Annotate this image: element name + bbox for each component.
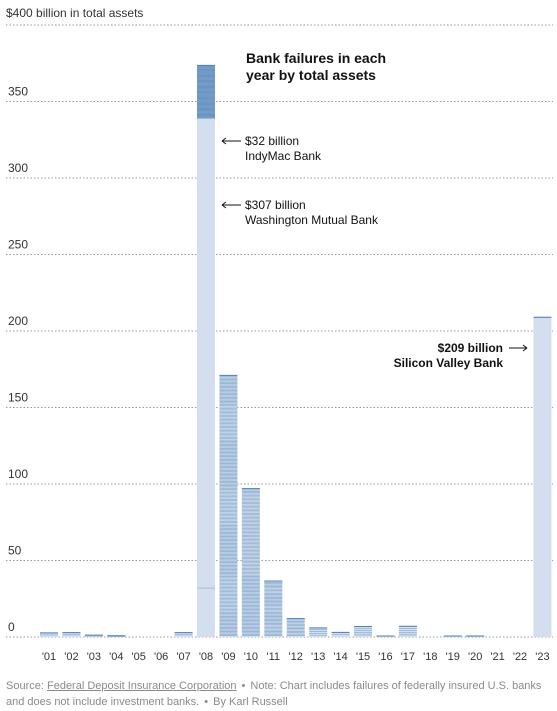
bar-fill <box>533 317 552 637</box>
bar-08 <box>197 64 216 638</box>
bar-fill <box>309 627 328 637</box>
x-tick-label: '05 <box>132 651 146 663</box>
chart-title: Bank failures in each year by total asse… <box>246 50 390 83</box>
x-tick-label: '19 <box>446 651 460 663</box>
bar-14 <box>331 631 350 637</box>
x-tick-label: '15 <box>356 651 370 663</box>
separator-dot: • <box>204 696 209 708</box>
x-tick-labels: '01 '02 '03 '04 '05 '06 '07 '08 '09 '10 '11 '12 '13 '… <box>42 651 550 663</box>
source-note: Source: Federal Deposit Insurance Corpor… <box>6 678 551 710</box>
y-tick-label: 350 <box>8 85 28 99</box>
y-tick-label: 0 <box>8 620 15 634</box>
x-tick-label: '16 <box>378 651 392 663</box>
bar-19 <box>443 635 462 637</box>
x-tick-label: '13 <box>311 651 325 663</box>
x-tick-label: '18 <box>423 651 437 663</box>
x-tick-label: '21 <box>490 651 504 663</box>
y-tick-label: 250 <box>8 238 28 252</box>
x-tick-label: '17 <box>401 651 415 663</box>
bar-07 <box>174 632 193 637</box>
annotation-svb: $209 billion Silicon Valley Bank <box>394 341 528 370</box>
arrow-head <box>522 344 528 352</box>
annotation-washington-mutual: $307 billion Washington Mutual Bank <box>221 198 379 227</box>
bar-04 <box>107 635 126 637</box>
separator-dot: • <box>241 680 246 692</box>
bar-13 <box>309 627 328 637</box>
x-tick-label: '14 <box>333 651 347 663</box>
y-tick-label: 150 <box>8 391 28 405</box>
chart-title-line-1: Bank failures in each <box>246 50 386 66</box>
annotation-indymac-value: $32 billion <box>245 134 299 148</box>
arrow-head <box>221 201 227 209</box>
x-tick-label: '08 <box>199 651 213 663</box>
x-tick-label: '07 <box>176 651 190 663</box>
bar-01 <box>40 632 58 637</box>
y-tick-label: 200 <box>8 314 28 328</box>
annotation-indymac-bank: IndyMac Bank <box>245 149 322 163</box>
chart-title-line-2: year by total assets <box>246 67 376 83</box>
x-tick-label: '12 <box>289 651 303 663</box>
x-tick-label: '03 <box>87 651 101 663</box>
bar-11 <box>264 580 283 637</box>
x-tick-label: '10 <box>244 651 258 663</box>
annotation-wamu-bank: Washington Mutual Bank <box>245 213 379 227</box>
annotation-svb-value: $209 billion <box>438 341 503 355</box>
y-tick-label: 50 <box>8 544 22 558</box>
bar-15 <box>354 625 373 637</box>
x-tick-label: '09 <box>221 651 235 663</box>
y-tick-label: 300 <box>8 161 28 175</box>
x-tick-label: '02 <box>64 651 78 663</box>
x-tick-label: '01 <box>42 651 56 663</box>
x-tick-label: '04 <box>109 651 123 663</box>
note-text: Note: Chart includes failures of federal… <box>6 680 542 708</box>
bar-23 <box>533 316 552 637</box>
y-axis-title: $400 billion in total assets <box>6 6 143 20</box>
bar-fill <box>197 65 216 638</box>
source-link[interactable]: Federal Deposit Insurance Corporation <box>46 680 237 692</box>
bank-failures-chart: 0 50 100 150 200 250 300 350 '01 '02 '03 '04 '05 '06… <box>6 6 553 663</box>
bar-fill <box>286 618 305 637</box>
bar-09 <box>219 374 238 637</box>
annotation-wamu-value: $307 billion <box>245 198 306 212</box>
bar-10 <box>241 488 260 637</box>
x-tick-label: '11 <box>267 651 281 663</box>
bar-02 <box>62 632 81 637</box>
byline: By Karl Russell <box>213 696 288 708</box>
bar-03 <box>84 634 103 637</box>
x-tick-label: '06 <box>154 651 168 663</box>
annotation-indymac: $32 billion IndyMac Bank <box>221 134 322 163</box>
bar-fill <box>354 626 373 637</box>
gridlines <box>6 24 553 638</box>
annotation-svb-bank: Silicon Valley Bank <box>394 356 504 370</box>
bar-17 <box>398 625 417 637</box>
bars <box>40 64 552 638</box>
y-tick-label: 100 <box>8 467 28 481</box>
source-label: Source: <box>6 680 44 692</box>
arrow-head <box>221 137 227 145</box>
x-tick-label: '20 <box>468 651 482 663</box>
y-tick-labels: 0 50 100 150 200 250 300 350 <box>8 85 28 635</box>
x-tick-label: '22 <box>513 651 527 663</box>
bar-20 <box>466 635 485 637</box>
bar-16 <box>376 635 395 637</box>
bar-fill <box>398 626 417 637</box>
x-tick-label: '23 <box>535 651 549 663</box>
bar-12 <box>286 618 305 637</box>
